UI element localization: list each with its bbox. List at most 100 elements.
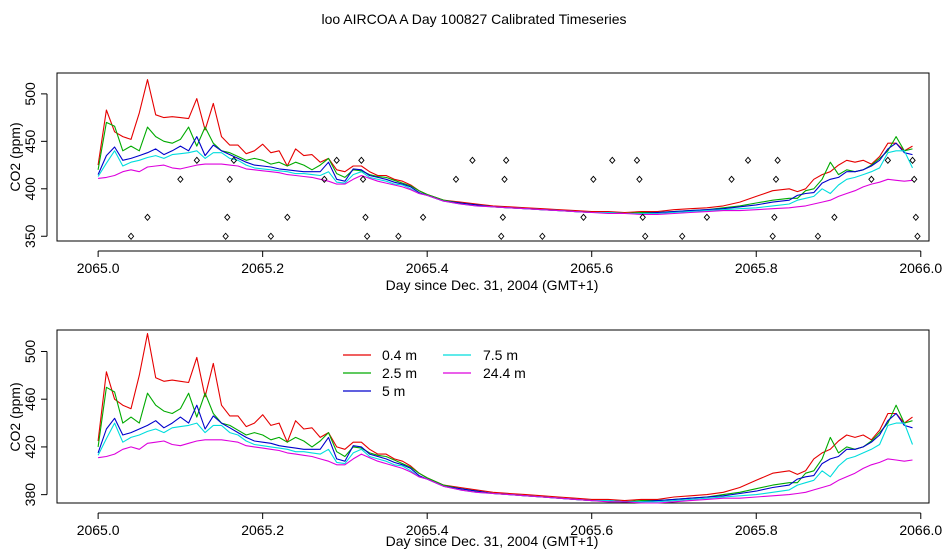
diamond-marker (358, 156, 365, 165)
figure-title: loo AIRCOA A Day 100827 Calibrated Times… (321, 11, 626, 27)
diamond-marker (499, 213, 507, 221)
diamond-marker (359, 175, 367, 183)
chart-panel-top: 2065.0 2065.2 2065.4 2065.6 2065.8 2066.0 350… (7, 72, 942, 293)
diamond-marker (772, 175, 780, 183)
x-tick-label: 2065.0 (77, 522, 120, 538)
diamond-marker (469, 156, 476, 165)
legend-label-2: 5 m (382, 383, 405, 399)
diamond-marker (226, 175, 233, 183)
legend: 0.4 m 2.5 m 5 m 7.5 m 24.4 m (343, 347, 526, 399)
x-tick-label: 2065.6 (570, 260, 613, 276)
y-tick-label: 420 (22, 435, 38, 459)
series-line-3 (97, 150, 913, 215)
y-tick-label: 380 (22, 483, 38, 507)
y-axis-bottom: 380 420 460 500 (22, 340, 48, 507)
diamond-marker (884, 156, 892, 165)
legend-label-3: 7.5 m (483, 347, 518, 363)
diamond-marker (395, 232, 402, 240)
diamond-marker (909, 156, 916, 165)
diamond-marker (831, 213, 838, 221)
x-tick-label: 2065.8 (735, 260, 778, 276)
y-tick-label: 450 (22, 129, 38, 153)
diamond-marker (590, 175, 597, 183)
x-tick-label: 2065.0 (77, 260, 120, 276)
plot-frame-top (56, 72, 930, 242)
x-tick-label: 2065.4 (406, 522, 449, 538)
diamond-marker (639, 213, 646, 221)
diamond-marker (321, 175, 328, 183)
diamond-marker (498, 232, 505, 240)
y-tick-label: 400 (22, 177, 38, 201)
chart-panel-bottom: 2065.0 2065.2 2065.4 2065.6 2065.8 2066.0 380… (7, 329, 942, 549)
diamond-marker (868, 175, 875, 183)
diamond-marker (333, 156, 340, 165)
diamond-marker (769, 232, 776, 240)
diamond-marker (501, 175, 508, 183)
series-line-4 (98, 163, 913, 215)
y-tick-label: 500 (22, 82, 38, 106)
diamond-marker (774, 156, 781, 165)
diamond-marker (267, 232, 275, 240)
diamond-marker (703, 213, 711, 221)
diamond-marker (539, 232, 546, 240)
y-tick-label: 350 (22, 224, 38, 248)
x-tick-label: 2065.2 (241, 260, 284, 276)
series-group-bottom (97, 333, 914, 504)
diamond-marker (679, 232, 686, 240)
diamond-marker (910, 175, 918, 183)
y-tick-label: 460 (22, 387, 38, 411)
x-tick-label: 2066.0 (899, 260, 942, 276)
diamond-marker (502, 156, 510, 165)
diamond-marker (580, 213, 587, 221)
diamond-marker (641, 232, 649, 240)
series-line-0 (97, 79, 913, 214)
series-line-2 (97, 404, 913, 503)
diamond-marker (144, 213, 151, 221)
plot-frame-bottom (56, 329, 930, 504)
diamond-marker (914, 232, 921, 240)
diamond-marker (744, 156, 752, 165)
y-axis-label-top: CO2 (ppm) (7, 122, 23, 191)
diamond-marker (127, 232, 135, 240)
diamond-marker (362, 213, 369, 221)
x-axis-label-top: Day since Dec. 31, 2004 (GMT+1) (386, 277, 599, 293)
y-tick-label: 500 (22, 340, 38, 364)
legend-label-0: 0.4 m (382, 347, 417, 363)
diamond-marker (814, 232, 822, 240)
x-axis-top: 2065.0 2065.2 2065.4 2065.6 2065.8 2066.0 (77, 250, 942, 276)
diamond-marker (636, 175, 643, 183)
series-line-3 (97, 422, 914, 503)
diamond-marker (452, 175, 460, 183)
diamond-marker (193, 156, 201, 165)
point-markers-top (127, 156, 921, 240)
x-tick-label: 2065.2 (241, 522, 284, 538)
x-tick-label: 2065.6 (570, 522, 613, 538)
x-axis-label-bottom: Day since Dec. 31, 2004 (GMT+1) (386, 533, 599, 549)
series-line-4 (98, 439, 913, 504)
diamond-marker (224, 213, 231, 221)
diamond-marker (177, 175, 184, 183)
diamond-marker (363, 232, 371, 240)
x-axis-bottom: 2065.0 2065.2 2065.4 2065.6 2065.8 2066.0 (77, 512, 942, 538)
series-line-1 (97, 121, 913, 215)
diamond-marker (728, 175, 735, 183)
series-line-1 (97, 386, 913, 503)
x-tick-label: 2065.8 (735, 522, 778, 538)
x-tick-label: 2065.4 (406, 260, 449, 276)
series-group-top (97, 79, 913, 215)
diamond-marker (284, 213, 291, 221)
series-line-2 (97, 136, 913, 215)
diamond-marker (230, 156, 238, 165)
y-axis-top: 350 400 450 500 (22, 82, 48, 248)
diamond-marker (771, 213, 778, 221)
diamond-marker (609, 156, 616, 165)
legend-label-1: 2.5 m (382, 365, 417, 381)
y-axis-label-bottom: CO2 (ppm) (7, 382, 23, 451)
diamond-marker (633, 156, 641, 165)
legend-label-4: 24.4 m (483, 365, 526, 381)
diamond-marker (222, 232, 229, 240)
diamond-marker (912, 213, 920, 221)
diamond-marker (419, 213, 427, 221)
x-tick-label: 2066.0 (899, 522, 942, 538)
